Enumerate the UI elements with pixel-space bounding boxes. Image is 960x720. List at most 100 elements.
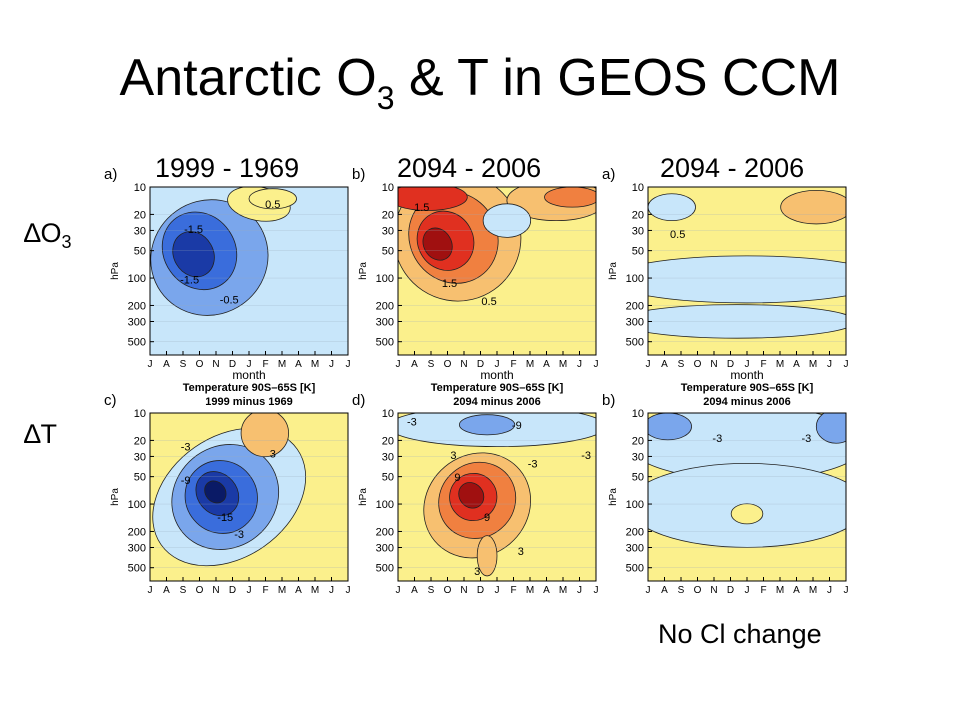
x-tick-label: N — [212, 585, 219, 596]
x-tick-label: N — [710, 585, 717, 596]
y-axis-label: hPa — [110, 488, 121, 506]
x-tick-label: J — [247, 359, 252, 370]
x-tick-label: J — [148, 585, 153, 596]
y-tick-label: 20 — [382, 209, 394, 221]
x-tick-label: O — [444, 359, 452, 370]
x-tick-label: A — [661, 359, 668, 370]
x-tick-label: J — [745, 359, 750, 370]
x-tick-label: S — [428, 359, 435, 370]
y-tick-label: 500 — [626, 563, 644, 575]
contour-label: 9 — [454, 472, 460, 484]
y-tick-label: 100 — [626, 273, 644, 285]
contour-region — [648, 193, 696, 221]
contour-label: -3 — [712, 433, 722, 445]
y-tick-label: 50 — [382, 472, 394, 484]
contour-region — [648, 413, 692, 441]
x-tick-label: S — [180, 359, 187, 370]
panel-letter: b) — [352, 166, 365, 183]
y-tick-label: 50 — [632, 246, 644, 258]
y-tick-label: 300 — [376, 316, 394, 328]
panel-letter: d) — [352, 392, 365, 409]
y-tick-label: 500 — [376, 337, 394, 349]
x-tick-label: F — [510, 585, 516, 596]
panel-subtitle: 2094 minus 2006 — [453, 396, 540, 408]
x-tick-label: F — [262, 585, 268, 596]
x-tick-label: D — [229, 585, 236, 596]
contour-label: 0.5 — [481, 296, 496, 308]
x-tick-label: M — [559, 359, 567, 370]
x-tick-label: M — [559, 585, 567, 596]
panel-title: Temperature 90S–65S [K] — [183, 382, 316, 394]
y-axis-label: hPa — [608, 488, 619, 506]
slide-title: Antarctic O3 & T in GEOS CCM — [119, 49, 841, 116]
y-tick-label: 30 — [382, 225, 394, 237]
x-tick-label: M — [526, 359, 534, 370]
x-tick-label: A — [543, 359, 550, 370]
contour-region — [204, 480, 227, 504]
y-tick-label: 100 — [376, 499, 394, 511]
x-tick-label: J — [346, 359, 351, 370]
x-tick-label: J — [329, 359, 334, 370]
contour-label: 3 — [450, 450, 456, 462]
y-tick-label: 200 — [128, 526, 146, 538]
x-tick-label: O — [694, 359, 702, 370]
y-tick-label: 100 — [376, 273, 394, 285]
contour-region — [815, 413, 846, 444]
panel-title: Temperature 90S–65S [K] — [681, 382, 814, 394]
y-tick-label: 30 — [134, 451, 146, 463]
x-tick-label: J — [495, 585, 500, 596]
x-tick-label: O — [694, 585, 702, 596]
y-tick-label: 20 — [382, 435, 394, 447]
x-axis-label: month — [730, 368, 763, 382]
x-tick-label: D — [727, 359, 734, 370]
x-tick-label: J — [844, 359, 849, 370]
contour-label: -3 — [581, 450, 591, 462]
x-tick-label: J — [646, 585, 651, 596]
contour-region — [648, 255, 846, 304]
row-header-ozone: ∆O3 — [24, 218, 72, 252]
x-tick-label: A — [295, 585, 302, 596]
y-tick-label: 300 — [128, 542, 146, 554]
y-tick-label: 10 — [134, 182, 146, 194]
y-axis-label: hPa — [358, 488, 369, 506]
contour-region — [458, 414, 516, 436]
x-tick-label: D — [477, 359, 484, 370]
y-tick-label: 20 — [134, 435, 146, 447]
x-tick-label: A — [163, 359, 170, 370]
x-tick-label: A — [295, 359, 302, 370]
contour-label: 1.5 — [442, 278, 457, 290]
column-header-3: 2094 - 2006 — [660, 153, 805, 183]
contour-label: -0.5 — [220, 295, 239, 307]
x-tick-label: J — [329, 585, 334, 596]
x-tick-label: F — [510, 359, 516, 370]
y-axis-label: hPa — [608, 262, 619, 280]
contour-label: -3 — [802, 433, 812, 445]
y-tick-label: 30 — [632, 225, 644, 237]
y-tick-label: 10 — [632, 408, 644, 420]
y-tick-label: 20 — [632, 435, 644, 447]
contour-label: 3 — [270, 448, 276, 460]
contour-label: 0.5 — [670, 229, 685, 241]
x-tick-label: D — [229, 359, 236, 370]
y-tick-label: 100 — [626, 499, 644, 511]
x-tick-label: M — [278, 359, 286, 370]
panel-letter: a) — [104, 166, 117, 183]
y-tick-label: 10 — [134, 408, 146, 420]
x-tick-label: O — [444, 585, 452, 596]
contour-label: -3 — [407, 416, 417, 428]
x-tick-label: D — [727, 585, 734, 596]
y-tick-label: 30 — [134, 225, 146, 237]
y-tick-label: 300 — [626, 542, 644, 554]
x-tick-label: A — [163, 585, 170, 596]
x-tick-label: M — [311, 359, 319, 370]
x-tick-label: J — [247, 585, 252, 596]
x-tick-label: O — [196, 585, 204, 596]
x-tick-label: S — [180, 585, 187, 596]
x-tick-label: S — [678, 585, 685, 596]
y-tick-label: 200 — [626, 526, 644, 538]
panel-letter: c) — [104, 392, 117, 409]
y-tick-label: 300 — [128, 316, 146, 328]
